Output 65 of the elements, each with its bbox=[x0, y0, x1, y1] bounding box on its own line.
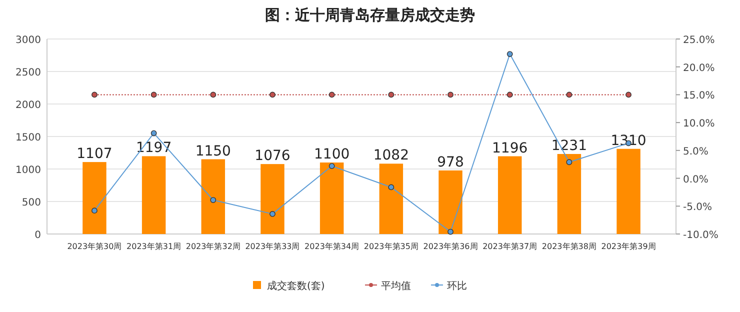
x-tick-label: 2023年第34周 bbox=[304, 242, 360, 251]
bar bbox=[498, 156, 522, 234]
legend-label: 环比 bbox=[447, 280, 467, 292]
y-tick-label: 500 bbox=[22, 198, 41, 208]
bar bbox=[142, 156, 166, 234]
x-tick-label: 2023年第32周 bbox=[186, 242, 240, 251]
y2-tick-label: 20.0% bbox=[683, 62, 715, 74]
bar bbox=[616, 148, 640, 234]
point bbox=[448, 92, 454, 98]
y-tick-label: 1000 bbox=[16, 165, 41, 176]
y-tick-label: 2500 bbox=[16, 68, 41, 78]
point bbox=[506, 51, 513, 57]
y2-tick-label: -10.0% bbox=[683, 230, 718, 241]
y-tick-label: 1500 bbox=[16, 132, 41, 144]
bar bbox=[320, 162, 344, 234]
point bbox=[210, 197, 216, 203]
point bbox=[270, 210, 276, 217]
point bbox=[388, 92, 394, 98]
data-label: 1196 bbox=[492, 140, 528, 156]
x-tick-label: 2023年第37周 bbox=[482, 242, 538, 251]
data-label: 1076 bbox=[254, 148, 290, 164]
point bbox=[506, 92, 513, 98]
bar bbox=[82, 162, 106, 234]
point bbox=[566, 159, 572, 166]
y2-tick-label: -5.0% bbox=[683, 202, 712, 214]
point bbox=[448, 228, 454, 235]
point bbox=[150, 92, 157, 98]
x-tick-label: 2023年第38周 bbox=[542, 242, 596, 251]
y2-tick-label: 5.0% bbox=[683, 146, 708, 158]
point bbox=[388, 184, 394, 190]
point bbox=[92, 208, 98, 214]
data-label: 1100 bbox=[314, 146, 350, 162]
bar bbox=[557, 154, 582, 234]
bar bbox=[379, 164, 404, 234]
bar bbox=[201, 159, 226, 234]
y-tick-label: 3000 bbox=[16, 35, 41, 46]
data-label: 978 bbox=[437, 154, 464, 170]
legend-label: 成交套数(套) bbox=[267, 280, 325, 292]
point bbox=[270, 92, 276, 98]
y2-tick-label: 0.0% bbox=[683, 174, 708, 186]
y2-tick-label: 25.0% bbox=[683, 35, 715, 46]
data-label: 1107 bbox=[76, 146, 112, 162]
y-tick-label: 0 bbox=[34, 230, 41, 241]
x-tick-label: 2023年第36周 bbox=[423, 242, 478, 251]
data-label: 1082 bbox=[373, 148, 409, 164]
x-tick-label: 2023年第31周 bbox=[126, 242, 182, 251]
point bbox=[626, 92, 632, 98]
point bbox=[328, 163, 335, 169]
y-tick-label: 2000 bbox=[16, 100, 41, 111]
x-tick-label: 2023年第35周 bbox=[364, 242, 418, 251]
point bbox=[92, 92, 98, 98]
x-tick-label: 2023年第30周 bbox=[67, 242, 122, 251]
y2-tick-label: 15.0% bbox=[683, 90, 715, 102]
point bbox=[150, 130, 157, 136]
x-tick-label: 2023年第33周 bbox=[245, 242, 300, 251]
x-tick-label: 2023年第39周 bbox=[601, 242, 656, 251]
chart-title: 图：近十周青岛存量房成交走势 bbox=[265, 6, 475, 24]
point bbox=[210, 92, 216, 98]
point bbox=[328, 92, 335, 98]
bar bbox=[260, 164, 284, 234]
legend-label: 平均值 bbox=[381, 280, 411, 292]
data-label: 1150 bbox=[195, 143, 231, 160]
point bbox=[566, 92, 572, 98]
bar bbox=[438, 170, 462, 234]
y2-tick-label: 10.0% bbox=[683, 118, 715, 130]
